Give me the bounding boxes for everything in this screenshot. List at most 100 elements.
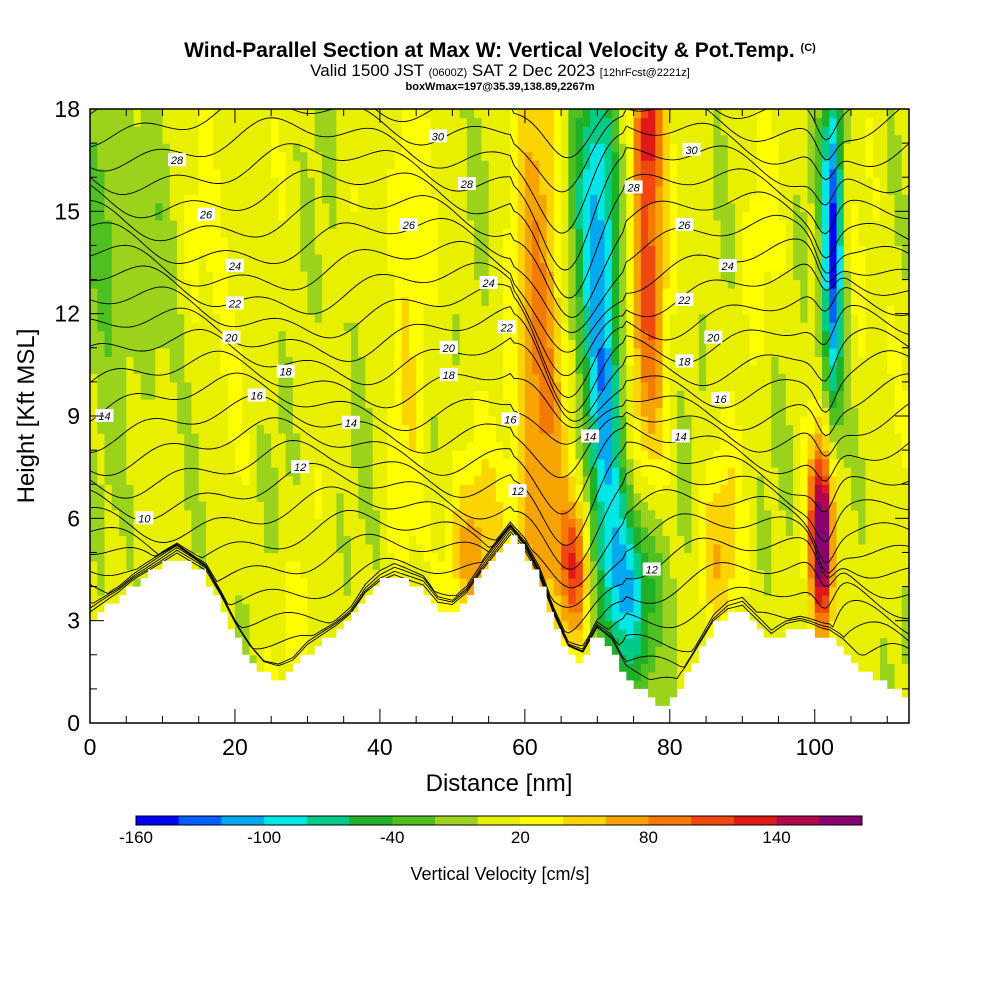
- isentrope-label-text: 18: [443, 370, 456, 382]
- velocity-cell: [633, 578, 642, 622]
- isentrope-label-bg: [196, 207, 215, 221]
- velocity-cell: [314, 151, 323, 255]
- isentrope-label: 16: [711, 391, 730, 406]
- velocity-cell: [242, 433, 251, 485]
- isentrope-label-text: 28: [460, 179, 474, 191]
- isentrope-label-bg: [581, 429, 600, 443]
- isentrope-line: [90, 394, 909, 479]
- velocity-cell: [771, 279, 780, 357]
- velocity-cell: [568, 501, 577, 519]
- isentrope-label-bg: [135, 511, 154, 525]
- x-tick-label: 60: [512, 734, 538, 760]
- velocity-cell: [90, 373, 98, 451]
- velocity-cell: [829, 288, 838, 323]
- velocity-cell: [97, 433, 106, 485]
- velocity-cell: [814, 228, 823, 357]
- isentrope-label: 28: [457, 177, 476, 191]
- velocity-cell: [800, 109, 809, 212]
- velocity-cell: [764, 509, 772, 596]
- isentrope-label-bg: [167, 153, 186, 167]
- velocity-cell: [619, 416, 627, 468]
- velocity-cell: [532, 160, 540, 221]
- velocity-cell: [778, 373, 787, 511]
- velocity-cell: [619, 143, 627, 417]
- velocity-cell: [640, 501, 649, 528]
- y-tick-label: 15: [54, 198, 80, 224]
- velocity-cell: [662, 484, 671, 536]
- velocity-cell: [669, 109, 678, 144]
- isentrope-label-bg: [428, 129, 447, 143]
- velocity-cell: [575, 458, 584, 485]
- velocity-cell: [133, 126, 142, 374]
- velocity-cell: [836, 458, 845, 723]
- velocity-cell: [430, 305, 439, 417]
- velocity-cell: [582, 168, 591, 306]
- velocity-cell: [314, 467, 323, 519]
- colorbar-swatch: [563, 816, 607, 825]
- isentrope-label-bg: [457, 177, 476, 191]
- velocity-cell: [481, 458, 490, 605]
- isentrope-line: [90, 463, 909, 570]
- isentrope-label-text: 30: [685, 145, 698, 157]
- velocity-cell: [604, 117, 613, 221]
- y-axis: 0 3 6 9 12 15 18: [54, 96, 909, 736]
- velocity-cell: [648, 398, 656, 434]
- velocity-cell: [263, 552, 272, 647]
- velocity-cell: [271, 177, 280, 468]
- velocity-cell: [807, 433, 816, 460]
- velocity-cell: [655, 109, 664, 187]
- velocity-cell: [169, 219, 178, 383]
- velocity-cell: [727, 390, 736, 468]
- velocity-cell: [459, 526, 468, 579]
- isentrope-label: 12: [508, 484, 527, 498]
- velocity-cell: [640, 552, 649, 664]
- isentrope-label: 26: [675, 217, 694, 232]
- velocity-cell: [300, 271, 309, 579]
- velocity-cell: [865, 177, 874, 723]
- velocity-cell: [858, 356, 867, 460]
- velocity-cell: [532, 373, 540, 613]
- velocity-cell: [350, 467, 359, 723]
- velocity-cell: [749, 109, 758, 195]
- velocity-cell: [343, 535, 352, 596]
- velocity-cell: [597, 219, 606, 349]
- velocity-cell: [474, 109, 482, 119]
- isentrope-label: 14: [671, 429, 690, 443]
- velocity-cell: [677, 109, 685, 392]
- isentrope-label: 14: [581, 429, 600, 443]
- velocity-cell: [568, 552, 577, 579]
- velocity-cell: [822, 586, 830, 596]
- isentrope-label-text: 24: [482, 278, 495, 290]
- velocity-cell: [604, 347, 613, 485]
- velocity-cell: [829, 168, 838, 204]
- velocity-cell: [343, 330, 352, 536]
- velocity-cell: [626, 526, 635, 545]
- velocity-cell: [829, 109, 838, 119]
- velocity-cell: [227, 296, 236, 443]
- isentrope-label: 18: [439, 368, 458, 382]
- isentrope-label-bg: [95, 409, 114, 422]
- velocity-cell: [640, 109, 649, 119]
- x-axis-label: Distance [nm]: [426, 770, 573, 797]
- velocity-cell: [575, 228, 584, 298]
- velocity-cell: [401, 424, 410, 562]
- isentrope-label-text: 26: [402, 220, 416, 232]
- velocity-cell: [778, 219, 787, 272]
- velocity-cell: [872, 219, 881, 723]
- velocity-cell: [278, 330, 287, 434]
- colorbar: -160 -100 -40 20 80 140: [119, 815, 863, 847]
- velocity-cell: [474, 526, 482, 579]
- velocity-cell: [300, 151, 309, 272]
- velocity-cell: [662, 535, 671, 716]
- velocity-cell: [336, 109, 345, 494]
- velocity-cell: [720, 279, 729, 392]
- velocity-cell: [590, 109, 598, 144]
- velocity-cell: [292, 160, 301, 434]
- velocity-cell: [568, 612, 577, 630]
- velocity-cell: [495, 109, 504, 443]
- velocity-cell: [619, 492, 627, 519]
- velocity-cell: [278, 151, 287, 221]
- colorbar-swatch: [477, 816, 521, 825]
- velocity-cell: [633, 492, 642, 511]
- velocity-cell: [626, 637, 635, 664]
